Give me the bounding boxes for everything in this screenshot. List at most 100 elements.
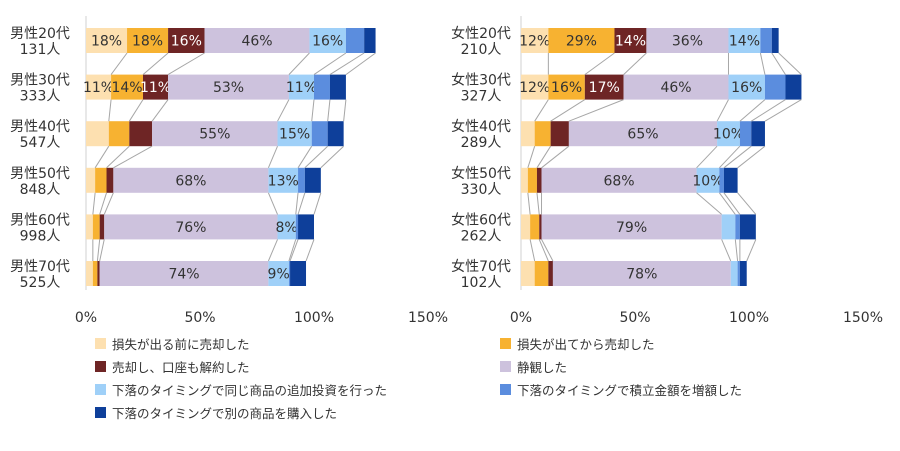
series-connector [536,192,540,215]
series-connector [541,145,570,169]
series-connector [167,52,205,76]
data-label: 79% [616,220,647,236]
data-label: 12% [519,34,550,50]
series-connector [527,192,531,215]
legend-item: 下落のタイミングで積立金額を増額した [500,380,742,399]
data-label: 16% [171,34,202,50]
bar-segment [295,214,299,240]
series-connector [527,146,536,168]
x-tick-label: 100% [294,310,334,326]
bar-segment [298,214,314,240]
series-connector [106,145,130,169]
bar-segment [717,121,740,147]
bar-segment [521,214,531,240]
series-connector [297,145,313,169]
bar-segment [129,121,153,147]
series-connector [778,52,802,75]
data-label: 36% [672,34,703,50]
series-connector [151,99,169,122]
legend-item: 静観した [500,357,567,376]
bar-segment [521,121,535,147]
series-connector [94,145,110,169]
bar-segment [345,28,365,53]
x-tick-label: 0% [510,310,532,326]
data-label: 10% [692,173,723,189]
category-label-line2: 998人 [20,228,61,244]
legend-swatch [500,361,511,372]
bar-segment [530,214,540,240]
series-connector [327,99,331,122]
data-label: 16% [731,80,762,96]
category-label-line1: 女性30代 [451,72,511,89]
bar-segment [309,28,346,53]
data-label: 55% [199,127,230,143]
series-connector [764,99,802,122]
series-connector [92,192,96,215]
series-connector [128,99,144,122]
bar-segment [785,74,802,100]
series-connector [718,192,736,215]
series-connector [297,192,306,215]
bar-segment [548,28,615,53]
legend-label: 売却し、口座も解約した [112,360,250,375]
category-label-line1: 女性20代 [451,25,511,42]
bar-segment [327,121,344,147]
series-connector [304,145,329,169]
data-label: 16% [551,80,582,96]
series-connector [541,239,554,262]
x-tick-label: 100% [729,310,769,326]
legend-swatch [95,338,106,349]
data-label: 74% [168,267,199,283]
series-connector [99,239,105,262]
category-label-line2: 210人 [461,42,502,58]
bar-segment [92,214,100,240]
legend-label: 損失が出る前に売却した [112,337,250,352]
series-connector [538,239,549,262]
category-label-line1: 男性50代 [10,166,70,182]
bar-segment [614,28,647,53]
bar-segment [584,74,624,100]
legend-label: 静観した [517,360,568,375]
category-label-line1: 女性50代 [451,165,511,182]
category-label-line2: 848人 [20,182,61,198]
bar-segment [86,28,128,53]
category-label-line1: 女性70代 [451,258,511,275]
series-connector [568,99,624,122]
data-label: 8% [276,220,298,236]
series-connector [295,192,299,215]
bar-segment [534,261,549,286]
bar-segment [760,28,772,53]
data-label: 14% [111,80,142,96]
bar-segment [521,74,549,100]
data-label: 78% [626,267,657,283]
bar-segment [104,214,278,240]
bar-segment [719,167,724,193]
series-connector [313,192,322,215]
legend-swatch [500,384,511,395]
bar-segment [521,28,549,53]
x-tick-label: 0% [75,310,97,326]
legend-swatch [95,407,106,418]
category-label-line2: 333人 [20,89,61,105]
series-connector [99,192,107,215]
bar-segment [97,261,100,286]
bar-segment [314,74,330,100]
bar-segment [646,28,729,53]
series-connector [343,99,347,122]
series-connector [737,192,757,215]
data-label: 76% [175,220,206,236]
bar-segment [290,261,307,286]
bar-segment [521,261,535,286]
legend-item: 損失が出てから売却した [500,334,655,353]
category-label-line2: 131人 [20,42,61,58]
data-label: 65% [627,127,658,143]
bar-segment [739,261,747,286]
legend-label: 下落のタイミングで別の商品を購入した [112,406,338,421]
data-label: 14% [615,34,646,50]
bar-segment [550,121,569,147]
bar-segment [95,167,107,193]
bar-segment [168,74,289,100]
bar-segment [204,28,310,53]
